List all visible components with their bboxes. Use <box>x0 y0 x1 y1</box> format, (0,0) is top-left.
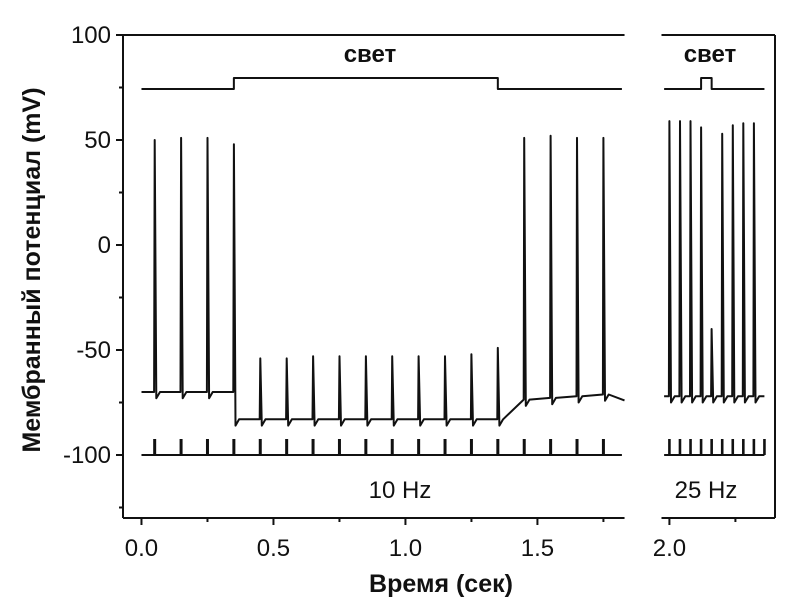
stimulus-pulse-10hz <box>443 439 447 455</box>
stimulus-pulse-10hz <box>153 439 157 455</box>
stimulus-pulse-10hz <box>575 439 579 455</box>
light-bar-right <box>664 77 765 90</box>
traces <box>141 120 765 427</box>
stimulus-pulse-25hz <box>742 439 745 455</box>
y-tick-label: 50 <box>84 127 111 154</box>
stimulus-pulse-25hz <box>710 439 713 455</box>
stimulus-pulse-25hz <box>731 439 735 455</box>
stimulus-pulse-10hz <box>337 439 341 455</box>
stimulus-pulse-rows <box>141 439 766 456</box>
stimulus-pulse-10hz <box>469 439 473 455</box>
annotation-freq-left: 10 Hz <box>369 477 432 504</box>
stimulus-pulse-10hz <box>311 439 315 455</box>
stimulus-pulse-10hz <box>205 439 209 455</box>
stimulus-pulse-10hz <box>232 439 236 455</box>
stimulus-pulse-25hz <box>668 439 671 455</box>
membrane-trace-10hz <box>141 134 625 427</box>
membrane-trace-25hz <box>664 120 765 404</box>
x-axis-title: Время (сек) <box>369 570 513 598</box>
stimulus-pulse-25hz <box>752 439 756 455</box>
stimulus-pulse-10hz <box>496 439 500 455</box>
axes: 100 50 0 -50 -100 0.0 0.5 1.0 1.5 2.0 <box>63 22 776 562</box>
annotation-freq-right: 25 Hz <box>675 477 738 504</box>
y-tick-label: -100 <box>63 442 111 469</box>
light-indicator-bars <box>141 77 765 90</box>
stimulus-pulse-10hz <box>179 439 183 455</box>
stimulus-pulse-25hz <box>699 439 703 455</box>
x-tick-label: 0.5 <box>257 535 290 562</box>
stimulus-pulse-10hz <box>364 439 368 455</box>
stimulus-pulse-10hz <box>601 439 605 455</box>
stimulus-pulse-10hz <box>549 439 553 455</box>
light-bar-left <box>141 77 622 90</box>
annotation-light-left: свет <box>344 41 397 68</box>
stimulus-pulse-10hz <box>390 439 394 455</box>
stimulus-pulse-25hz <box>689 439 692 455</box>
annotation-light-right: свет <box>684 41 737 68</box>
y-tick-label: 0 <box>98 232 111 259</box>
y-tick-label: 100 <box>71 22 111 49</box>
x-tick-label: 0.0 <box>125 535 158 562</box>
stimulus-pulse-10hz <box>417 439 421 455</box>
stimulus-pulse-10hz <box>285 439 289 455</box>
x-tick-label: 1.0 <box>389 535 422 562</box>
x-tick-label: 1.5 <box>521 535 554 562</box>
x-tick-label: 2.0 <box>653 535 686 562</box>
stimulus-pulse-25hz <box>678 439 682 455</box>
y-tick-label: -50 <box>76 337 111 364</box>
y-axis-title: Мембранный потенциал (mV) <box>18 87 46 452</box>
stimulus-pulse-10hz <box>258 439 262 455</box>
stimulus-pulse-25hz <box>763 439 766 455</box>
stimulus-pulse-10hz <box>522 439 526 455</box>
stimulus-pulse-25hz <box>720 439 724 455</box>
